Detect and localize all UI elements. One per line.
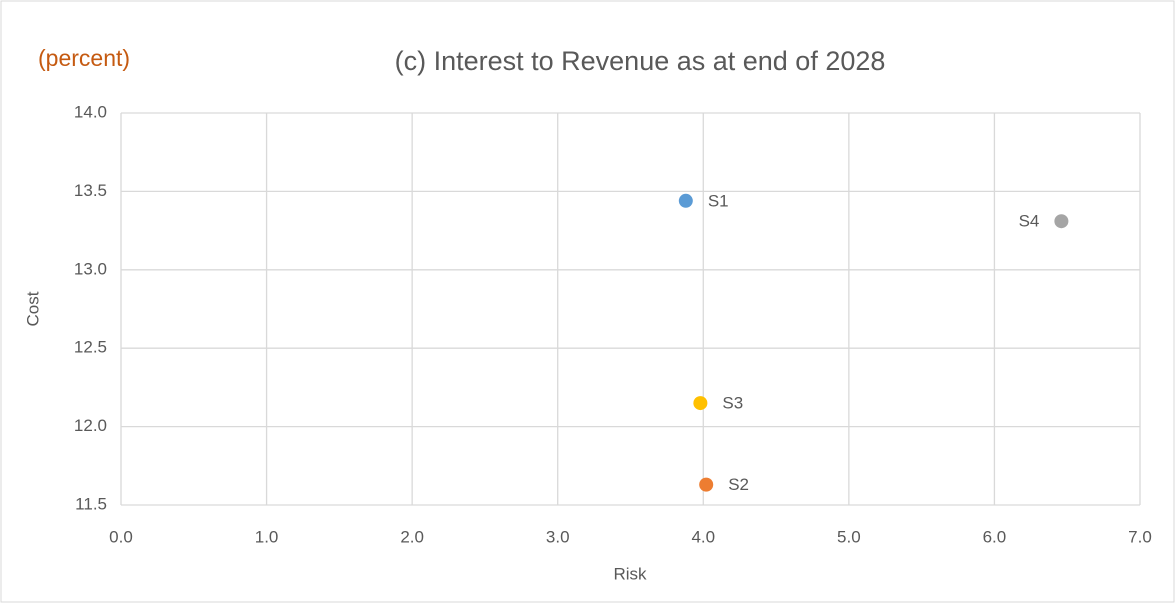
- y-tick-label: 13.5: [74, 181, 107, 200]
- x-tick-label: 6.0: [983, 527, 1007, 546]
- point-label: S4: [1019, 212, 1040, 231]
- y-axis-title: Cost: [23, 291, 42, 326]
- annotation: (percent): [38, 45, 130, 71]
- point-label: S2: [728, 475, 749, 494]
- x-tick-label: 0.0: [109, 527, 133, 546]
- point-label: S3: [722, 394, 743, 413]
- x-tick-label: 1.0: [255, 527, 279, 546]
- x-tick-label: 5.0: [837, 527, 861, 546]
- y-tick-label: 14.0: [74, 102, 107, 121]
- x-tick-label: 3.0: [546, 527, 570, 546]
- y-tick-label: 11.5: [75, 494, 107, 513]
- y-tick-label: 12.0: [74, 416, 107, 435]
- y-tick-label: 13.0: [74, 259, 107, 278]
- x-axis-title: Risk: [613, 564, 647, 583]
- point: [699, 477, 714, 492]
- y-tick-label: 12.5: [74, 338, 107, 357]
- point: [693, 396, 708, 411]
- x-tick-label: 2.0: [400, 527, 424, 546]
- point-label: S1: [708, 191, 729, 210]
- point: [1054, 214, 1069, 229]
- point: [678, 193, 693, 208]
- x-tick-label: 7.0: [1128, 527, 1152, 546]
- chart-title: (c) Interest to Revenue as at end of 202…: [395, 46, 886, 76]
- x-tick-label: 4.0: [691, 527, 715, 546]
